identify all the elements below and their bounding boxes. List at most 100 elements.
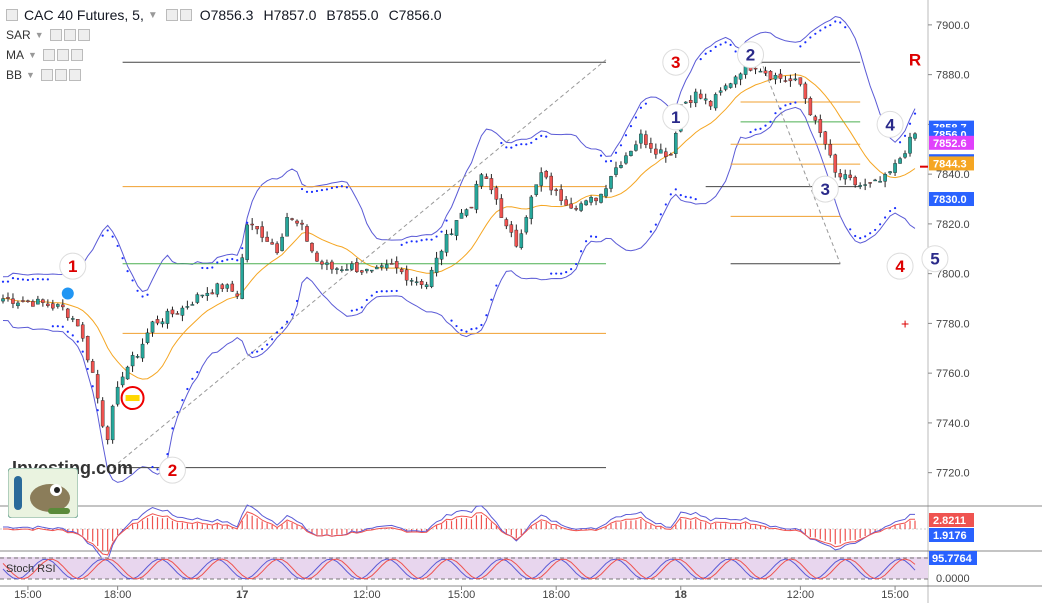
candle-body	[708, 101, 713, 107]
sar-dot	[266, 343, 269, 346]
eye-icon[interactable]	[49, 29, 62, 41]
candle-body	[225, 284, 230, 289]
candle-body	[733, 76, 738, 85]
sar-dot	[26, 278, 30, 282]
candle-body	[549, 175, 553, 191]
candle-body	[150, 321, 155, 333]
symbol-title[interactable]: CAC 40 Futures, 5,	[24, 7, 144, 23]
sar-dot	[560, 272, 563, 275]
sar-dot	[604, 160, 608, 163]
candle-body	[170, 309, 175, 315]
sar-dot	[355, 308, 358, 311]
sar-dot	[221, 260, 224, 263]
candle-body	[21, 300, 25, 302]
candle-body	[499, 198, 504, 218]
sar-dot	[550, 272, 553, 275]
sar-dot	[799, 45, 802, 48]
eye-icon[interactable]	[165, 9, 178, 21]
candle-body	[818, 119, 823, 133]
sar-dot	[575, 262, 578, 266]
candle-body	[449, 233, 454, 235]
candle-body	[200, 294, 205, 297]
sar-dot	[46, 278, 49, 281]
highlight-marker	[125, 395, 140, 402]
candle-body	[703, 98, 708, 101]
sar-dot	[465, 330, 468, 333]
candle-body	[584, 200, 588, 206]
candle-body	[185, 306, 190, 308]
settings-icon[interactable]	[63, 29, 76, 41]
close-icon[interactable]	[70, 49, 83, 61]
ohlc-high: H7857.0	[263, 7, 317, 23]
close-icon[interactable]	[77, 29, 90, 41]
candle-body	[838, 173, 843, 178]
indicator-bb[interactable]: BB ▼	[6, 68, 83, 82]
candle-body	[813, 116, 818, 121]
close-icon[interactable]	[68, 69, 81, 81]
sar-dot	[191, 377, 194, 380]
x-tick-label: 12:00	[353, 589, 381, 601]
sar-dot	[425, 238, 428, 241]
indicator-sar[interactable]: SAR ▼	[6, 28, 92, 42]
candle-body	[559, 189, 563, 201]
chevron-down-icon[interactable]: ▼	[26, 70, 35, 80]
candle-body	[6, 297, 10, 299]
settings-icon[interactable]	[56, 49, 69, 61]
candle-body	[768, 70, 773, 80]
candle-body	[798, 77, 803, 85]
ohlc-close: C7856.0	[388, 7, 442, 23]
sar-dot	[754, 128, 757, 131]
ohlc-low: B7855.0	[326, 7, 379, 23]
sar-dot	[854, 234, 857, 238]
candle-body	[574, 208, 578, 210]
chevron-down-icon[interactable]: ▼	[34, 30, 44, 40]
sar-dot	[570, 268, 573, 271]
sar-dot	[674, 188, 677, 191]
chevron-down-icon[interactable]: ▼	[147, 9, 158, 21]
candle-body	[718, 90, 723, 93]
eye-icon[interactable]	[40, 69, 53, 81]
sar-dot	[729, 43, 732, 46]
eye-icon[interactable]	[42, 49, 55, 61]
sar-dot	[525, 143, 528, 146]
candle-body	[65, 308, 70, 318]
rsi-k-line	[2, 558, 916, 580]
sar-dot	[181, 399, 184, 402]
candle-body	[16, 302, 20, 307]
candle-body	[753, 67, 758, 70]
sar-dot	[176, 410, 179, 414]
wave-label: 4	[895, 257, 905, 276]
price-tag: 7830.0	[933, 194, 967, 206]
sar-dot	[236, 259, 239, 262]
candle-body	[669, 154, 673, 156]
candle-body	[649, 143, 653, 149]
sar-dot	[784, 104, 787, 107]
sar-dot	[824, 26, 827, 29]
candle-body	[290, 218, 294, 220]
settings-icon[interactable]	[179, 9, 192, 21]
candle-body	[439, 250, 444, 260]
sar-dot	[460, 329, 463, 332]
sar-dot	[530, 141, 533, 144]
candle-body	[215, 283, 220, 295]
candle-body	[579, 203, 583, 211]
candle-body	[404, 269, 409, 281]
osc-tag: 1.9176	[933, 530, 967, 542]
indicator-ma[interactable]: MA ▼	[6, 48, 85, 62]
chevron-down-icon[interactable]: ▼	[28, 50, 37, 60]
sar-dot	[385, 290, 388, 293]
settings-icon[interactable]	[54, 69, 67, 81]
candle-body	[245, 224, 249, 260]
candle-body	[444, 234, 449, 253]
sar-dot	[430, 238, 433, 241]
sar-dot	[545, 135, 548, 138]
sar-dot	[764, 124, 767, 127]
candle-body	[115, 386, 120, 405]
collapse-icon[interactable]	[6, 9, 18, 21]
candle-body	[399, 269, 404, 273]
y-tick-label: 7800.0	[936, 269, 970, 281]
sar-dot	[644, 102, 647, 105]
sar-dot	[898, 141, 902, 144]
osc-tag-bg	[929, 528, 974, 542]
